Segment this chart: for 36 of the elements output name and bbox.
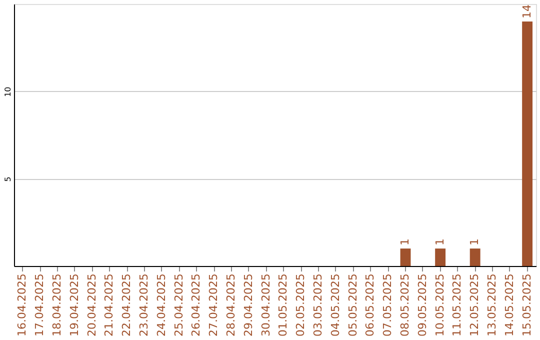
x-tick-label: 25.04.2025 <box>172 274 186 336</box>
x-tick-label: 17.04.2025 <box>33 274 46 336</box>
x-tick-label: 04.05.2025 <box>328 274 342 336</box>
x-tick-label: 22.04.2025 <box>120 274 134 336</box>
x-tick-label: 29.04.2025 <box>242 274 255 336</box>
x-tick-label: 08.05.2025 <box>398 274 412 336</box>
x-tick-label: 02.05.2025 <box>294 274 308 336</box>
x-tick-label: 16.04.2025 <box>16 274 29 336</box>
x-tick-label: 06.05.2025 <box>364 274 377 336</box>
x-tick-label: 14.05.2025 <box>502 274 516 336</box>
x-tick-label: 12.05.2025 <box>468 274 482 336</box>
x-tick-label: 15.05.2025 <box>520 274 534 336</box>
x-tick-label: 13.05.2025 <box>486 274 498 336</box>
x-tick-label: 24.04.2025 <box>154 274 168 336</box>
data-label: 1 <box>468 238 482 246</box>
x-tick-label: 05.05.2025 <box>346 274 360 336</box>
data-label: 1 <box>398 238 412 246</box>
x-tick-label: 18.04.2025 <box>50 274 64 336</box>
x-tick-label: 01.05.2025 <box>276 274 290 336</box>
x-tick-label: 11.05.2025 <box>450 274 464 336</box>
x-tick-label: 30.04.2025 <box>259 274 272 336</box>
x-tick-label: 03.05.2025 <box>312 274 324 336</box>
data-label: 1 <box>433 238 446 246</box>
x-tick-label: 23.04.2025 <box>138 274 150 336</box>
y-tick-label: 10 <box>4 86 12 97</box>
x-tick-label: 10.05.2025 <box>433 274 446 336</box>
x-tick-label: 28.04.2025 <box>224 274 238 336</box>
data-label: 14 <box>520 4 534 18</box>
x-tick-label: 19.04.2025 <box>68 274 81 336</box>
x-tick-label: 27.04.2025 <box>207 274 220 336</box>
x-tick-label: 09.05.2025 <box>416 274 429 336</box>
x-tick-label: 26.04.2025 <box>190 274 203 336</box>
x-tick-label: 20.04.2025 <box>85 274 98 336</box>
x-tick-label: 21.04.2025 <box>102 274 116 336</box>
y-tick-label: 5 <box>4 176 12 182</box>
x-tick-label: 07.05.2025 <box>381 274 394 336</box>
